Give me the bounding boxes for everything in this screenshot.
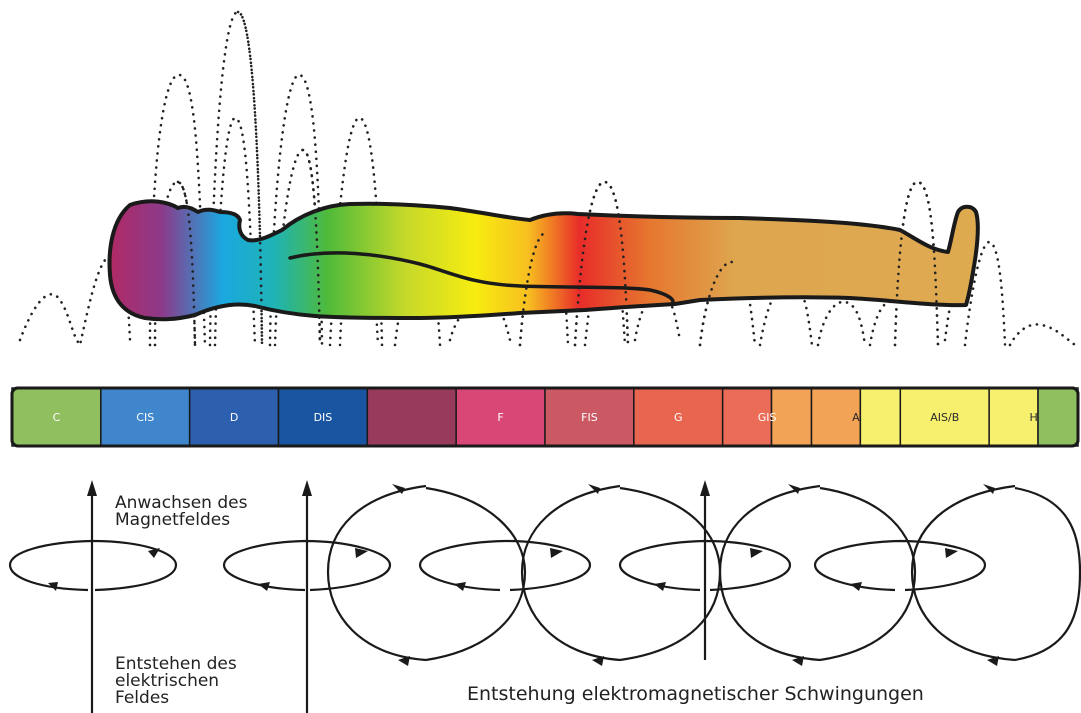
body-arm-line [288,251,675,306]
key-label: CIS [136,411,154,424]
key-label: AIS/B [930,411,959,424]
arrow-head-icon [454,582,466,591]
arrow-head-icon [983,484,995,494]
key-label: H [1029,411,1037,424]
em-unit-5 [813,484,1081,666]
arrow-head-icon [48,582,58,591]
electric-field-line-2: elektrischen [115,671,220,691]
arrow-head-icon [987,656,999,666]
arrow-head-icon [654,582,666,591]
electric-field-label: Entstehen des elektrischen Feldes [115,656,237,707]
key-label: A [852,411,860,424]
arrow-head-icon [398,656,410,666]
arrow-up-icon [87,480,97,496]
magnetic-field-growth-label: Anwachsen des Magnetfeldes [115,495,247,529]
arrow-head-icon [945,548,958,558]
arrow-head-icon [355,548,368,558]
key-cell-split [859,387,902,447]
key-label: GIS [758,411,777,424]
key-label: DIS [314,411,333,424]
key-cell-cis [100,387,191,447]
arrow-head-icon [792,656,804,666]
arrow-head-icon [592,656,604,666]
electric-field-line-1: Entstehen des [115,654,237,674]
em-unit-2 [222,480,527,713]
dotted-wave-front-group [176,10,940,347]
key-cell-unlabeled [366,387,457,447]
key-label: C [53,411,61,424]
electric-field-line-3: Feldes [115,688,170,708]
em-unit-3 [418,484,722,666]
arrow-head-icon [392,484,405,494]
em-diagram [8,480,1081,713]
key-cell-dis [277,387,369,447]
arrow-head-icon [788,484,800,494]
arrow-head-icon [148,548,160,558]
key-label: F [497,411,503,424]
key-cell-split [770,387,813,447]
note-key-strip: C CIS D DIS F FIS G GIS A AIS/B H [10,386,1080,448]
dotted-wave-small-8 [868,300,894,347]
magnetic-field-growth-line-2: Magnetfeldes [115,510,231,530]
arrow-up-icon [302,480,312,496]
magnetic-field-growth-line-1: Anwachsen des [115,493,248,513]
arrow-head-icon [750,548,763,558]
dotted-wave-small-10 [963,240,1007,347]
em-unit-4 [618,480,917,666]
arrow-head-icon [550,548,563,558]
em-oscillation-caption: Entstehung elektromagnetischer Schwingun… [467,683,924,705]
key-label: G [674,411,683,424]
arrow-head-icon [588,484,600,494]
arrow-head-icon [850,582,862,591]
key-cell-fis [544,387,635,447]
human-body-silhouette [107,199,980,322]
key-label: FIS [581,411,598,424]
key-cell-gis [721,387,773,447]
key-strip-border [10,386,1080,448]
em-unit-1 [8,480,178,713]
dotted-wave-tall-1 [148,73,207,347]
arrow-up-icon [700,480,710,496]
key-label: D [230,411,238,424]
arrow-head-icon [258,582,270,591]
dotted-wave-small-7 [816,300,867,347]
key-cell-split [1037,387,1079,447]
dotted-wave-tail [1008,323,1077,347]
